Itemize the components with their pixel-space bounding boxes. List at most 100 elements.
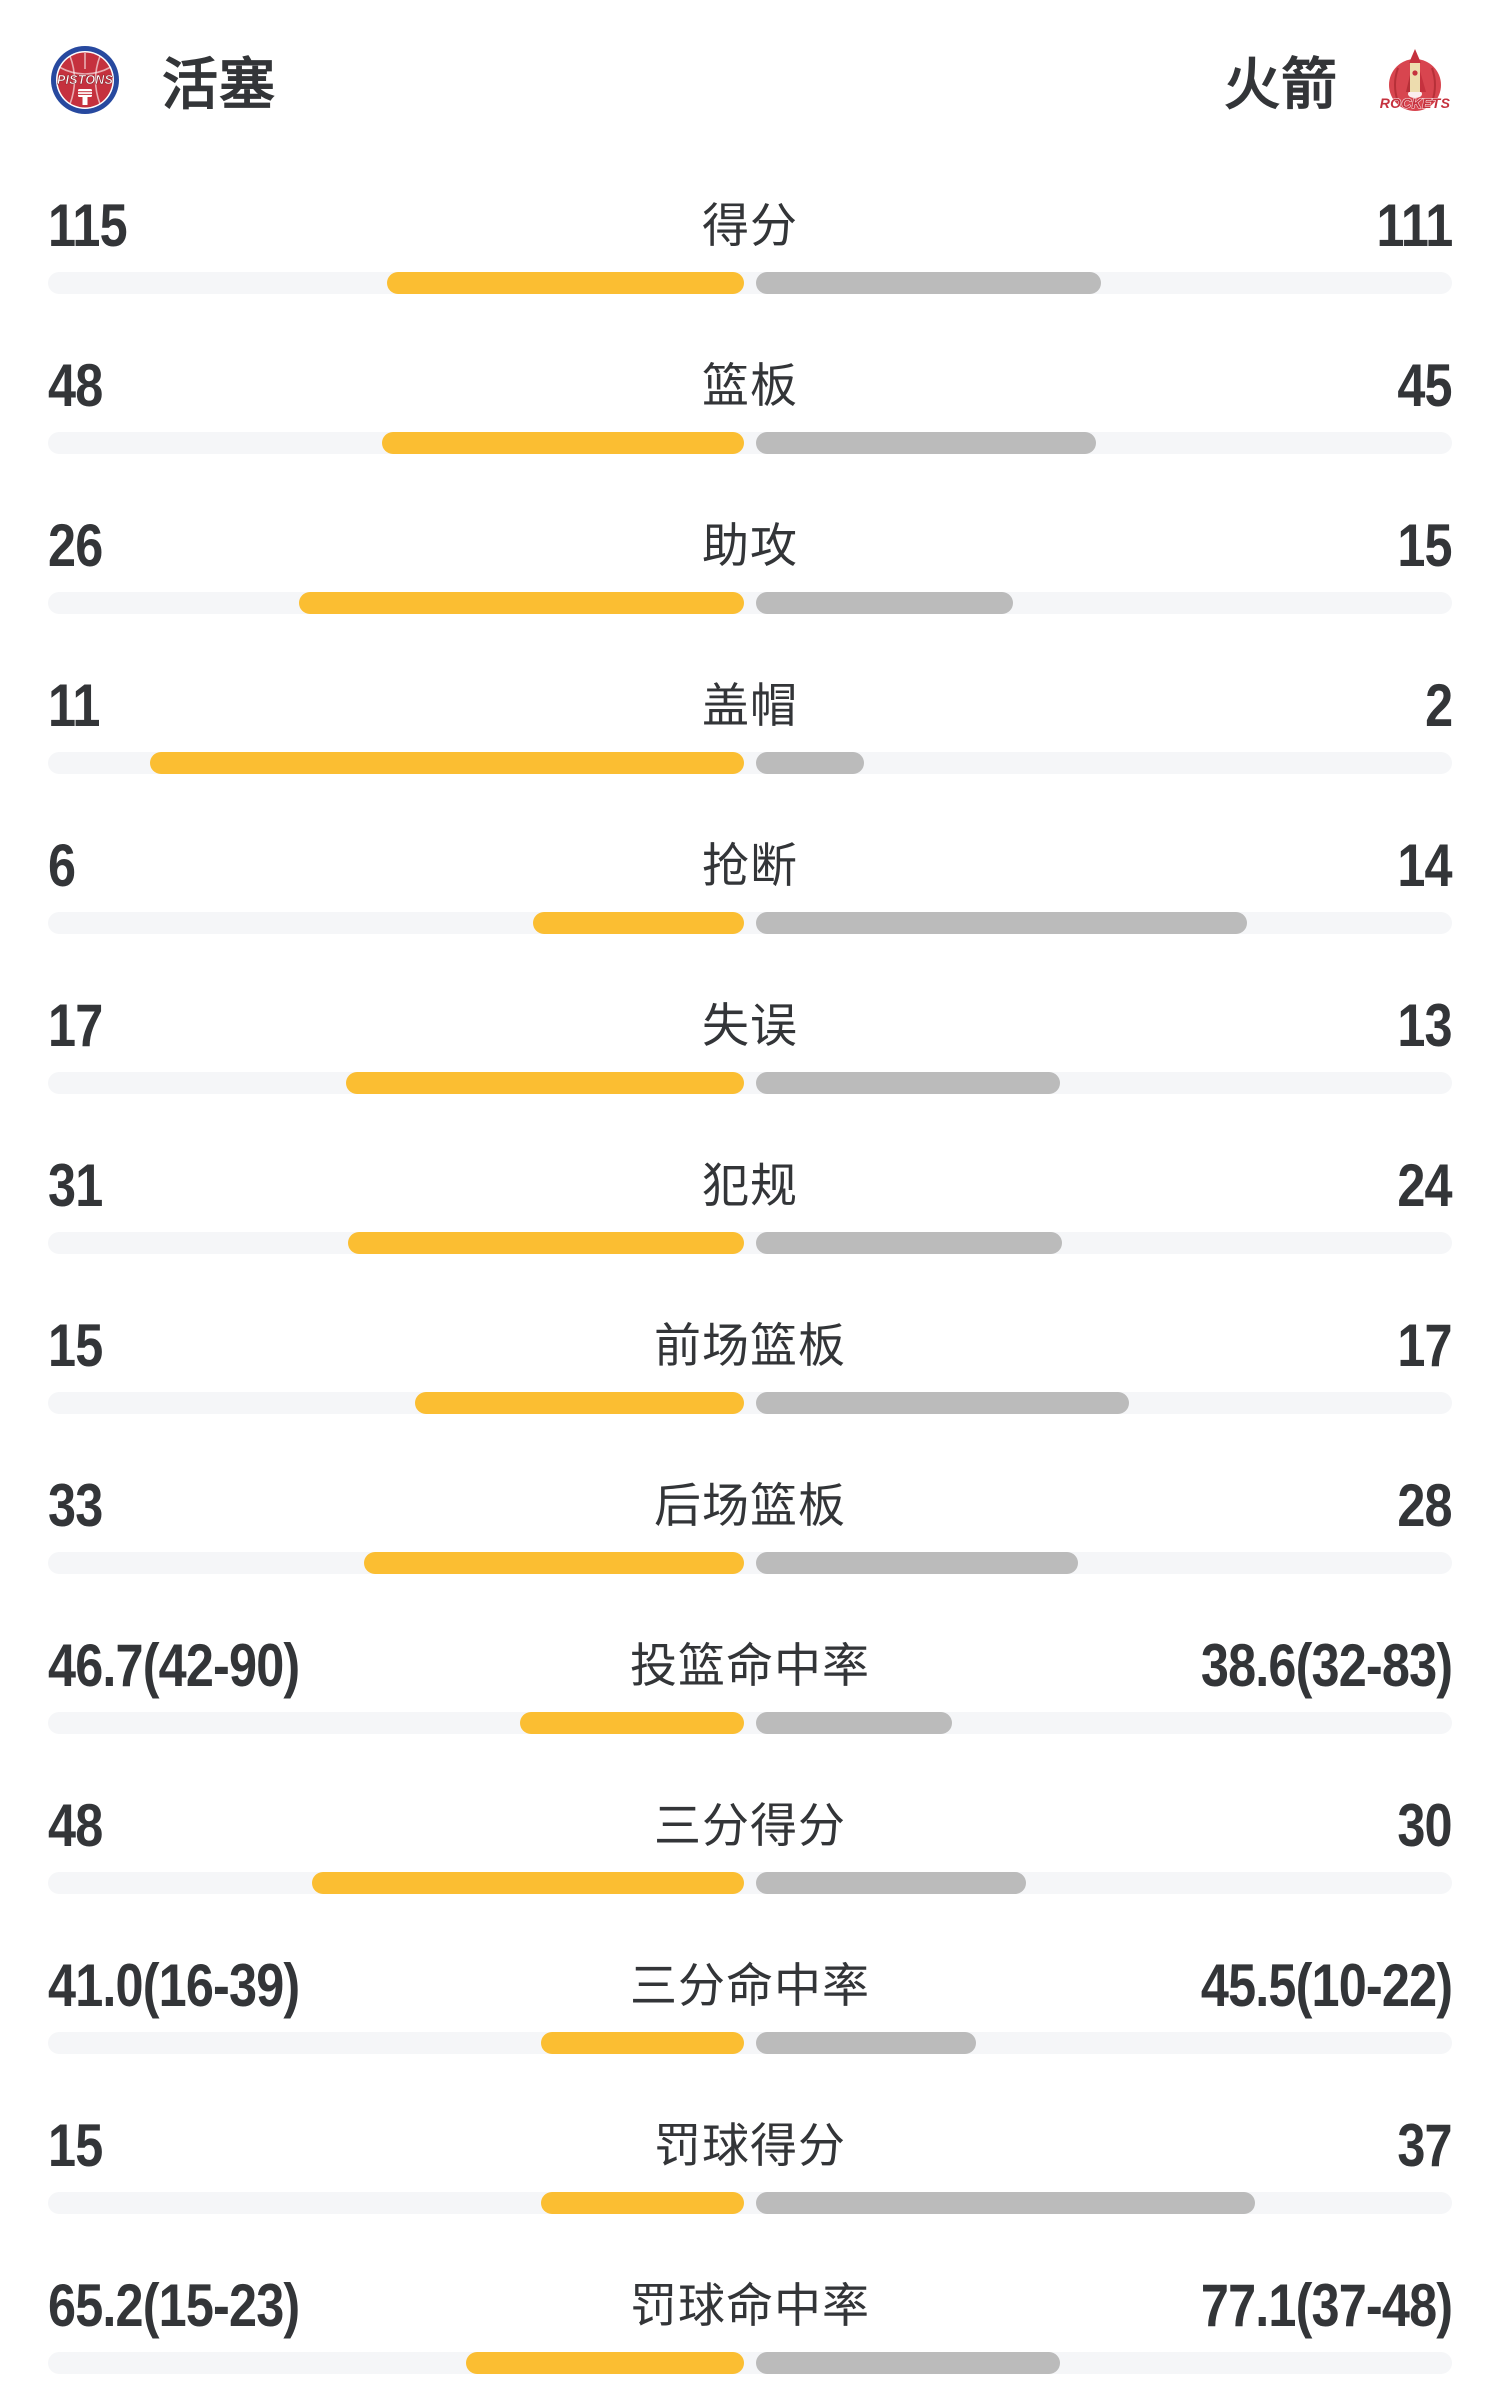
- home-value: 33: [48, 1472, 103, 1539]
- stat-track-wrap: [48, 1232, 1452, 1254]
- stat-line: 48 三分得分 30: [0, 1792, 1500, 1860]
- away-bar: [756, 432, 1096, 454]
- team-home[interactable]: PISTONS 活塞: [50, 40, 276, 121]
- stat-row: 31 犯规 24: [0, 1110, 1500, 1270]
- stat-track: [48, 2032, 1452, 2054]
- away-bar: [756, 752, 864, 774]
- stat-label: 盖帽: [702, 679, 798, 732]
- stat-track: [48, 1872, 1452, 1894]
- stat-line: 41.0(16-39) 三分命中率 45.5(10-22): [0, 1952, 1500, 2020]
- stat-track: [48, 1072, 1452, 1094]
- stat-track: [48, 432, 1452, 454]
- home-bar: [312, 1872, 744, 1894]
- away-value: 2: [1424, 672, 1453, 739]
- stat-track-wrap: [48, 2032, 1452, 2054]
- away-bar: [756, 2032, 976, 2054]
- stat-label: 投篮命中率: [630, 1639, 870, 1692]
- stat-row: 46.7(42-90) 投篮命中率 38.6(32-83): [0, 1590, 1500, 1750]
- away-bar: [756, 272, 1101, 294]
- away-bar: [756, 1712, 952, 1734]
- away-bar: [756, 912, 1247, 934]
- home-value: 6: [48, 832, 76, 899]
- home-value: 46.7(42-90): [48, 1632, 300, 1699]
- stat-line: 6 抢断 14: [0, 832, 1500, 900]
- pistons-logo-icon: PISTONS: [51, 46, 119, 114]
- team-away-name: 火箭: [1224, 52, 1338, 116]
- home-value: 26: [48, 512, 103, 579]
- svg-text:ROCKETS: ROCKETS: [1380, 95, 1450, 111]
- stat-label: 篮板: [702, 359, 798, 412]
- stat-track-wrap: [48, 1072, 1452, 1094]
- stat-track-wrap: [48, 1552, 1452, 1574]
- away-bar: [756, 1552, 1078, 1574]
- stat-row: 11 盖帽 2: [0, 630, 1500, 790]
- stat-track: [48, 1712, 1452, 1734]
- stat-line: 46.7(42-90) 投篮命中率 38.6(32-83): [0, 1632, 1500, 1700]
- home-bar: [150, 752, 744, 774]
- home-value: 48: [48, 352, 103, 419]
- stat-label: 前场篮板: [654, 1319, 846, 1372]
- stat-line: 65.2(15-23) 罚球命中率 77.1(37-48): [0, 2272, 1500, 2340]
- away-value: 37: [1397, 2112, 1453, 2179]
- away-value: 14: [1397, 832, 1453, 899]
- stat-row: 26 助攻 15: [0, 470, 1500, 630]
- stat-track-wrap: [48, 912, 1452, 934]
- home-bar: [541, 2032, 744, 2054]
- stat-track-wrap: [48, 272, 1452, 294]
- stat-track: [48, 2352, 1452, 2374]
- home-bar: [364, 1552, 744, 1574]
- stat-row: 41.0(16-39) 三分命中率 45.5(10-22): [0, 1910, 1500, 2070]
- stat-track: [48, 1552, 1452, 1574]
- stat-track-wrap: [48, 1712, 1452, 1734]
- away-value: 15: [1397, 512, 1453, 579]
- stat-row: 33 后场篮板 28: [0, 1430, 1500, 1590]
- home-value: 48: [48, 1792, 103, 1859]
- stat-track: [48, 1232, 1452, 1254]
- stat-line: 17 失误 13: [0, 992, 1500, 1060]
- home-value: 31: [48, 1152, 103, 1219]
- away-value: 24: [1397, 1152, 1453, 1219]
- stat-label: 犯规: [702, 1159, 798, 1212]
- stat-row: 15 罚球得分 37: [0, 2070, 1500, 2230]
- stat-track: [48, 2192, 1452, 2214]
- stat-label: 三分得分: [654, 1799, 846, 1852]
- stat-label: 罚球得分: [654, 2119, 846, 2172]
- svg-text:PISTONS: PISTONS: [57, 73, 114, 87]
- stat-track: [48, 1392, 1452, 1414]
- stat-track-wrap: [48, 432, 1452, 454]
- stat-track-wrap: [48, 592, 1452, 614]
- home-bar: [533, 912, 744, 934]
- stat-row: 15 前场篮板 17: [0, 1270, 1500, 1430]
- stat-row: 65.2(15-23) 罚球命中率 77.1(37-48): [0, 2230, 1500, 2390]
- away-value: 28: [1397, 1472, 1453, 1539]
- home-value: 11: [48, 672, 100, 739]
- away-bar: [756, 2352, 1060, 2374]
- stat-row: 115 得分 111: [0, 150, 1500, 310]
- away-value: 45.5(10-22): [1200, 1952, 1453, 2019]
- stat-line: 26 助攻 15: [0, 512, 1500, 580]
- stat-line: 15 前场篮板 17: [0, 1312, 1500, 1380]
- away-value: 45: [1397, 352, 1453, 419]
- away-bar: [756, 1072, 1060, 1094]
- home-bar: [348, 1232, 744, 1254]
- home-bar: [382, 432, 744, 454]
- away-value: 38.6(32-83): [1200, 1632, 1453, 1699]
- stat-track: [48, 752, 1452, 774]
- away-bar: [756, 2192, 1255, 2214]
- stat-label: 助攻: [702, 519, 798, 572]
- stat-track-wrap: [48, 2352, 1452, 2374]
- home-bar: [299, 592, 744, 614]
- home-bar: [387, 272, 744, 294]
- stat-label: 失误: [702, 999, 798, 1052]
- away-bar: [756, 1872, 1026, 1894]
- away-value: 77.1(37-48): [1200, 2272, 1453, 2339]
- rockets-logo-icon: ROCKETS: [1380, 49, 1450, 111]
- stat-label: 三分命中率: [630, 1959, 870, 2012]
- home-value: 15: [48, 2112, 103, 2179]
- stat-label: 罚球命中率: [630, 2279, 870, 2332]
- stat-row: 6 抢断 14: [0, 790, 1500, 950]
- stat-track: [48, 272, 1452, 294]
- team-away[interactable]: 火箭 ROCKETS: [1224, 40, 1450, 121]
- stat-line: 48 篮板 45: [0, 352, 1500, 420]
- home-value: 15: [48, 1312, 103, 1379]
